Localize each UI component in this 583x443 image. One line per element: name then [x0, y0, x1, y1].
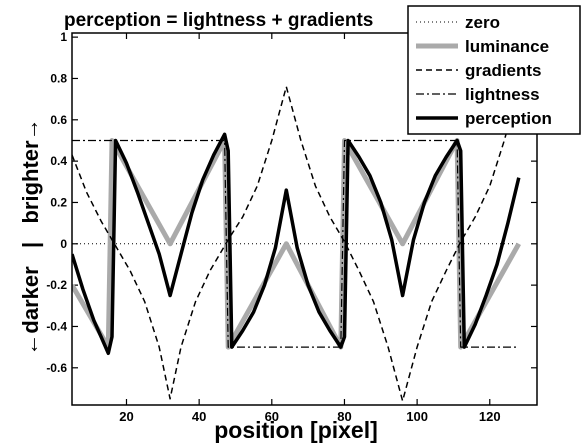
plot-frame [71, 32, 538, 406]
legend: zero luminance gradients lightness perceptio… [407, 5, 581, 135]
y-tick-label: 0.6 [50, 113, 67, 127]
x-tick-label: 40 [192, 409, 206, 424]
legend-label-gradients: gradients [465, 61, 542, 80]
series-lightness [72, 139, 519, 348]
y-tick-label: -0.6 [46, 361, 67, 375]
x-tick-label: 20 [119, 409, 133, 424]
legend-label-perception: perception [465, 109, 552, 128]
x-tick-label: 100 [406, 409, 428, 424]
y-axis-label: ←darker | brighter→ [18, 118, 43, 355]
y-tick-label: 0.2 [50, 195, 67, 209]
legend-label-zero: zero [465, 13, 500, 32]
y-tick-label: 0.8 [50, 71, 67, 85]
axis-ticks: 20 40 60 80 100 120 -0.6 -0.4 -0.2 0 0.2 0.4 0.6 0.8 1 [46, 30, 537, 424]
y-tick-label: 0.4 [50, 154, 67, 168]
series-gradients [72, 85, 520, 402]
legend-label-lightness: lightness [465, 85, 540, 104]
series-lines [72, 85, 521, 402]
series-perception [72, 132, 521, 356]
y-tick-label: 1 [60, 30, 67, 44]
x-tick-label: 80 [337, 409, 351, 424]
legend-label-luminance: luminance [465, 37, 549, 56]
x-axis-label: position [pixel] [214, 417, 378, 443]
chart-title: perception = lightness + gradients [64, 10, 373, 31]
x-tick-label: 60 [265, 409, 279, 424]
y-tick-label: -0.4 [46, 319, 67, 333]
y-tick-label: 0 [60, 237, 67, 251]
x-tick-label: 120 [479, 409, 501, 424]
y-tick-label: -0.2 [46, 278, 67, 292]
